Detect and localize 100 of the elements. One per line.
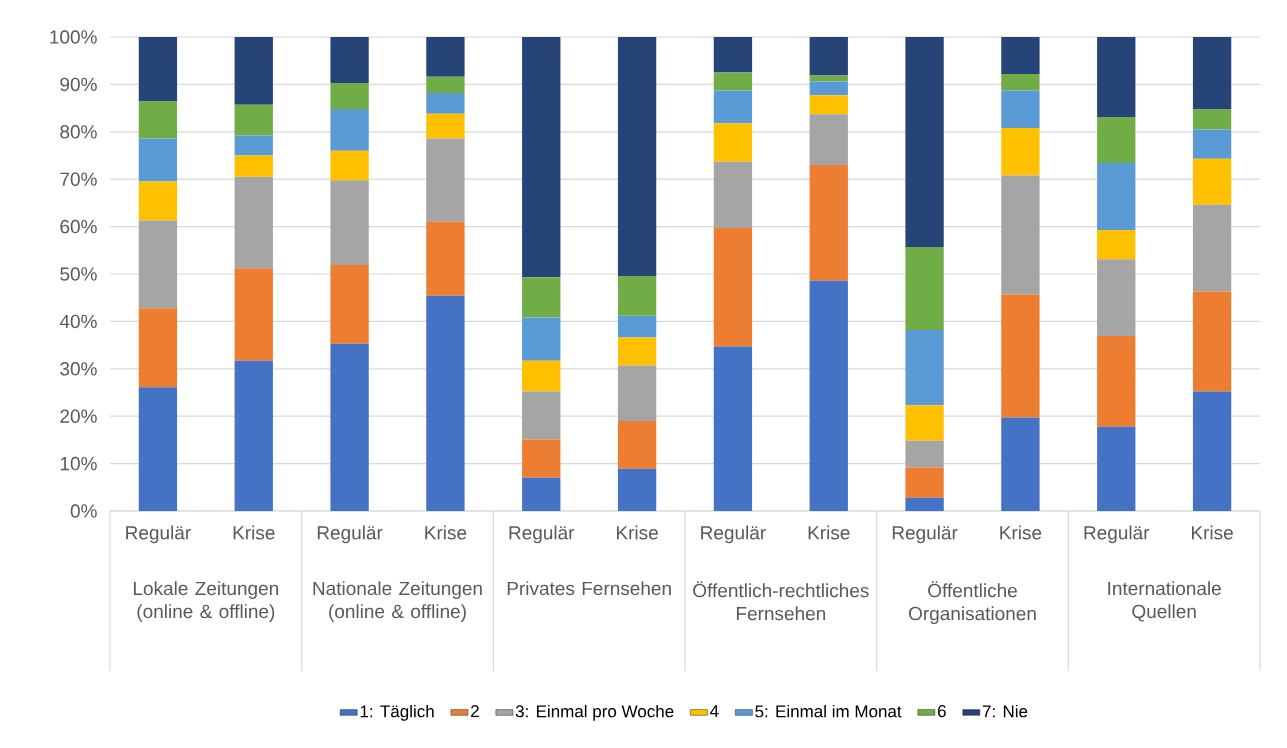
bar	[617, 468, 657, 511]
bar	[617, 337, 657, 366]
bar	[1192, 158, 1232, 205]
bar	[1192, 391, 1232, 511]
bar	[713, 346, 753, 511]
y-tick-label: 60%	[60, 219, 97, 234]
bar	[426, 76, 465, 93]
bar	[522, 37, 561, 278]
bar	[809, 81, 848, 96]
text: Internationale Quellen	[1108, 581, 1221, 622]
bar	[809, 280, 848, 511]
bar	[905, 405, 944, 441]
bar	[617, 37, 657, 276]
bar	[1097, 163, 1136, 230]
bar	[426, 92, 465, 114]
legend-label: 3: Einmal pro Woche	[515, 704, 674, 721]
bar	[905, 467, 944, 498]
bar	[234, 37, 273, 105]
bar	[713, 72, 753, 91]
y-tick-label: 0%	[70, 504, 97, 518]
x-tick-label: Krise	[808, 525, 850, 540]
bar	[1097, 117, 1136, 164]
bar	[426, 138, 465, 222]
bar	[234, 176, 273, 269]
bar	[330, 150, 369, 181]
bar	[426, 295, 465, 511]
bar	[617, 365, 657, 421]
legend-label: 5: Einmal im Monat	[755, 704, 902, 718]
bar	[809, 114, 848, 165]
y-tick-label: 40%	[59, 314, 97, 329]
legend-label: 4	[710, 705, 719, 717]
x-tick-label: Regulär	[317, 525, 383, 544]
bar	[138, 37, 178, 102]
bar	[905, 246, 944, 330]
bar	[1097, 37, 1136, 118]
bar	[1001, 73, 1040, 91]
bar	[1001, 294, 1040, 418]
bar	[138, 387, 178, 511]
bar	[330, 109, 369, 151]
bar	[426, 37, 465, 77]
bar	[138, 181, 178, 221]
bar	[713, 228, 753, 347]
bar	[426, 221, 465, 296]
y-tick-label: 20%	[60, 409, 97, 423]
bar	[138, 101, 178, 139]
y-tick-label: 100%	[50, 30, 97, 44]
bar	[1097, 229, 1136, 260]
text: Öffentliche Organisationen	[908, 581, 1036, 625]
bar	[1097, 259, 1136, 337]
bar	[713, 161, 753, 229]
bar	[522, 277, 561, 318]
bar	[809, 37, 848, 76]
bar	[905, 329, 944, 406]
text: Nationale Zeitungen (online & offline)	[313, 581, 482, 622]
text: Öffentlich-rechtliches Fernsehen	[693, 581, 869, 621]
bar	[1001, 128, 1040, 176]
bar	[1192, 129, 1232, 159]
bar	[138, 138, 178, 182]
bar	[1001, 175, 1040, 295]
bar	[522, 439, 561, 478]
bar	[1001, 37, 1040, 74]
x-tick-label: Regulär	[509, 525, 575, 544]
bar	[234, 135, 273, 156]
bar	[713, 123, 753, 162]
y-tick-label: 30%	[60, 362, 97, 376]
bar	[905, 440, 944, 468]
x-tick-label: Regulär	[1084, 525, 1150, 544]
bar	[522, 391, 561, 440]
bar	[713, 37, 753, 73]
bar	[809, 75, 848, 82]
legend-label: 6	[937, 705, 946, 718]
bar	[617, 275, 657, 316]
bar	[617, 420, 657, 469]
legend-label: 1: Täglich	[360, 704, 434, 721]
bar	[1001, 417, 1040, 511]
bar	[330, 82, 369, 110]
bar	[1001, 90, 1040, 129]
bar	[234, 155, 273, 177]
bar	[138, 308, 178, 388]
legend-label: 2	[471, 705, 479, 717]
bar	[809, 95, 848, 115]
bar	[905, 497, 944, 511]
x-tick-label: Regulär	[126, 525, 191, 544]
bar	[1192, 37, 1232, 110]
bar	[330, 37, 369, 83]
y-tick-label: 10%	[60, 456, 97, 471]
bar	[522, 477, 561, 511]
x-tick-label: Krise	[1192, 525, 1233, 540]
y-tick-label: 80%	[60, 125, 97, 139]
bar	[617, 315, 657, 338]
bar	[1192, 109, 1232, 130]
bar	[1097, 336, 1136, 427]
x-tick-label: Krise	[1000, 525, 1042, 540]
bar	[426, 113, 465, 139]
bar	[330, 264, 369, 344]
bar	[713, 90, 753, 124]
bar	[905, 37, 944, 247]
x-tick-label: Krise	[617, 525, 658, 540]
text: Lokale Zeitungen (online & offline)	[133, 581, 278, 622]
bar	[1192, 204, 1232, 292]
